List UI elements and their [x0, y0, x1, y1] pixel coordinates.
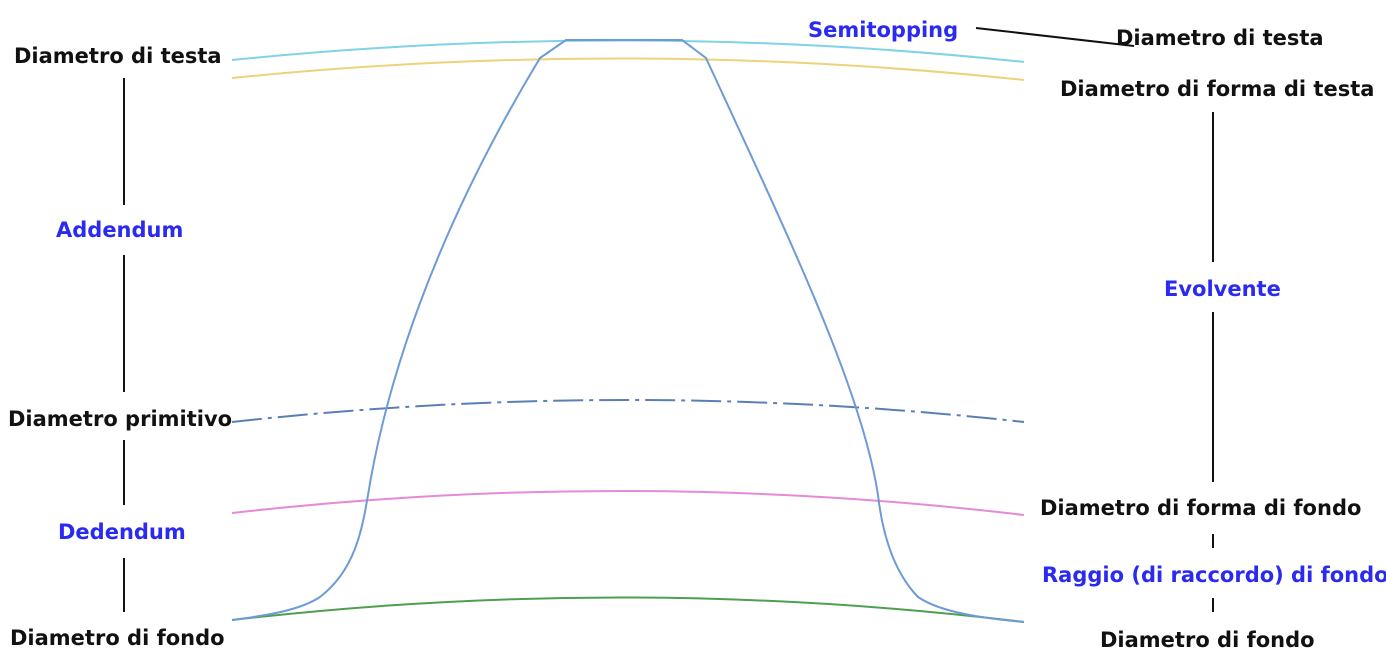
- label-dedendum: Dedendum: [58, 520, 186, 544]
- tip-form-diameter-arc: [231, 57, 1025, 81]
- root-diameter-arc: [231, 596, 1025, 623]
- label-semitopping: Semitopping: [808, 18, 958, 42]
- label-root-fillet-radius: Raggio (di raccordo) di fondo: [1042, 563, 1386, 587]
- label-tip-diameter-right: Diametro di testa: [1116, 26, 1324, 50]
- label-tip-diameter-left: Diametro di testa: [14, 44, 222, 68]
- tooth-profile-outline: [231, 39, 1025, 623]
- root-form-diameter-arc: [231, 489, 1025, 516]
- label-root-diameter-right: Diametro di fondo: [1100, 628, 1315, 652]
- label-root-form-diameter: Diametro di forma di fondo: [1040, 496, 1361, 520]
- label-tip-form-diameter: Diametro di forma di testa: [1060, 77, 1374, 101]
- semitopping-leader-line: [975, 27, 1135, 47]
- pitch-diameter-arc: [231, 399, 1025, 423]
- label-pitch-diameter: Diametro primitivo: [8, 407, 232, 431]
- label-involute: Evolvente: [1164, 277, 1281, 301]
- label-root-diameter-left: Diametro di fondo: [10, 626, 225, 650]
- label-addendum: Addendum: [56, 218, 183, 242]
